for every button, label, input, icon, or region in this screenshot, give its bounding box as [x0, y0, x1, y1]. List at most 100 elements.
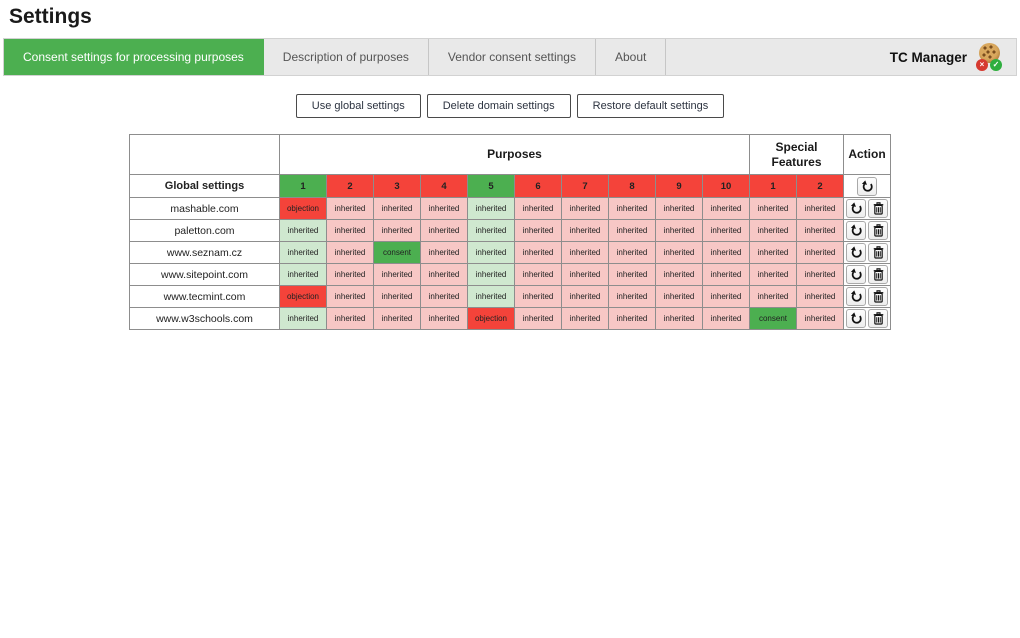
delete-row-button[interactable] — [868, 199, 888, 218]
reset-row-button[interactable] — [846, 243, 866, 262]
delete-row-button[interactable] — [868, 309, 888, 328]
purpose-cell-10[interactable]: inherited — [702, 285, 750, 308]
purpose-cell-6[interactable]: inherited — [514, 263, 562, 286]
purpose-cell-3[interactable]: inherited — [373, 285, 421, 308]
purpose-cell-7[interactable]: inherited — [561, 263, 609, 286]
purpose-cell-6[interactable]: inherited — [514, 307, 562, 330]
purpose-cell-7[interactable]: inherited — [561, 307, 609, 330]
purpose-cell-7[interactable]: inherited — [561, 285, 609, 308]
purpose-cell-8[interactable]: inherited — [608, 197, 656, 220]
purpose-cell-3[interactable]: consent — [373, 241, 421, 264]
purpose-cell-8[interactable]: inherited — [608, 307, 656, 330]
special-feature-cell-2[interactable]: inherited — [796, 285, 844, 308]
purpose-cell-4[interactable]: inherited — [420, 307, 468, 330]
delete-row-button[interactable] — [868, 243, 888, 262]
special-feature-cell-2[interactable]: inherited — [796, 263, 844, 286]
purpose-cell-2[interactable]: inherited — [326, 219, 374, 242]
purpose-cell-7[interactable]: inherited — [561, 197, 609, 220]
purpose-cell-10[interactable]: inherited — [702, 219, 750, 242]
purpose-cell-10[interactable]: inherited — [702, 197, 750, 220]
purpose-cell-4[interactable]: inherited — [420, 263, 468, 286]
global-purpose-cell-5[interactable]: 5 — [467, 174, 515, 198]
special-feature-cell-1[interactable]: inherited — [749, 263, 797, 286]
purpose-cell-1[interactable]: inherited — [279, 307, 327, 330]
purpose-cell-3[interactable]: inherited — [373, 197, 421, 220]
global-purpose-cell-9[interactable]: 9 — [655, 174, 703, 198]
special-feature-cell-2[interactable]: inherited — [796, 219, 844, 242]
purpose-cell-3[interactable]: inherited — [373, 307, 421, 330]
purpose-cell-4[interactable]: inherited — [420, 241, 468, 264]
delete-row-button[interactable] — [868, 265, 888, 284]
purpose-cell-1[interactable]: objection — [279, 285, 327, 308]
purpose-cell-5[interactable]: objection — [467, 307, 515, 330]
purpose-cell-10[interactable]: inherited — [702, 263, 750, 286]
special-feature-cell-1[interactable]: inherited — [749, 241, 797, 264]
global-purpose-cell-4[interactable]: 4 — [420, 174, 468, 198]
purpose-cell-6[interactable]: inherited — [514, 241, 562, 264]
purpose-cell-1[interactable]: inherited — [279, 219, 327, 242]
special-feature-cell-1[interactable]: inherited — [749, 219, 797, 242]
global-special-cell-1[interactable]: 1 — [749, 174, 797, 198]
special-feature-cell-1[interactable]: inherited — [749, 197, 797, 220]
purpose-cell-5[interactable]: inherited — [467, 263, 515, 286]
purpose-cell-9[interactable]: inherited — [655, 197, 703, 220]
purpose-cell-4[interactable]: inherited — [420, 285, 468, 308]
special-feature-cell-2[interactable]: inherited — [796, 241, 844, 264]
reset-global-button[interactable] — [857, 176, 877, 196]
special-feature-cell-2[interactable]: inherited — [796, 307, 844, 330]
tab-description-of-purposes[interactable]: Description of purposes — [264, 39, 429, 75]
tab-vendor-consent-settings[interactable]: Vendor consent settings — [429, 39, 596, 75]
delete-row-button[interactable] — [868, 221, 888, 240]
purpose-cell-5[interactable]: inherited — [467, 219, 515, 242]
tab-about[interactable]: About — [596, 39, 667, 75]
reset-row-button[interactable] — [846, 309, 866, 328]
global-purpose-cell-10[interactable]: 10 — [702, 174, 750, 198]
special-feature-cell-1[interactable]: consent — [749, 307, 797, 330]
global-purpose-cell-8[interactable]: 8 — [608, 174, 656, 198]
purpose-cell-4[interactable]: inherited — [420, 197, 468, 220]
global-purpose-cell-1[interactable]: 1 — [279, 174, 327, 198]
purpose-cell-8[interactable]: inherited — [608, 219, 656, 242]
global-purpose-cell-2[interactable]: 2 — [326, 174, 374, 198]
global-purpose-cell-6[interactable]: 6 — [514, 174, 562, 198]
purpose-cell-9[interactable]: inherited — [655, 285, 703, 308]
delete-row-button[interactable] — [868, 287, 888, 306]
purpose-cell-4[interactable]: inherited — [420, 219, 468, 242]
global-purpose-cell-3[interactable]: 3 — [373, 174, 421, 198]
purpose-cell-5[interactable]: inherited — [467, 241, 515, 264]
reset-row-button[interactable] — [846, 199, 866, 218]
global-special-cell-2[interactable]: 2 — [796, 174, 844, 198]
reset-row-button[interactable] — [846, 265, 866, 284]
purpose-cell-2[interactable]: inherited — [326, 307, 374, 330]
special-feature-cell-1[interactable]: inherited — [749, 285, 797, 308]
purpose-cell-1[interactable]: inherited — [279, 263, 327, 286]
purpose-cell-6[interactable]: inherited — [514, 219, 562, 242]
purpose-cell-2[interactable]: inherited — [326, 263, 374, 286]
purpose-cell-9[interactable]: inherited — [655, 263, 703, 286]
restore-default-settings-button[interactable]: Restore default settings — [576, 94, 725, 118]
purpose-cell-10[interactable]: inherited — [702, 241, 750, 264]
purpose-cell-6[interactable]: inherited — [514, 197, 562, 220]
purpose-cell-5[interactable]: inherited — [467, 197, 515, 220]
purpose-cell-3[interactable]: inherited — [373, 263, 421, 286]
purpose-cell-2[interactable]: inherited — [326, 197, 374, 220]
purpose-cell-9[interactable]: inherited — [655, 219, 703, 242]
purpose-cell-8[interactable]: inherited — [608, 263, 656, 286]
global-purpose-cell-7[interactable]: 7 — [561, 174, 609, 198]
tab-consent-settings-for-processing-purposes[interactable]: Consent settings for processing purposes — [4, 39, 264, 75]
purpose-cell-10[interactable]: inherited — [702, 307, 750, 330]
purpose-cell-1[interactable]: objection — [279, 197, 327, 220]
purpose-cell-9[interactable]: inherited — [655, 241, 703, 264]
reset-row-button[interactable] — [846, 221, 866, 240]
purpose-cell-5[interactable]: inherited — [467, 285, 515, 308]
purpose-cell-8[interactable]: inherited — [608, 285, 656, 308]
delete-domain-settings-button[interactable]: Delete domain settings — [426, 94, 571, 118]
reset-row-button[interactable] — [846, 287, 866, 306]
special-feature-cell-2[interactable]: inherited — [796, 197, 844, 220]
purpose-cell-1[interactable]: inherited — [279, 241, 327, 264]
purpose-cell-7[interactable]: inherited — [561, 241, 609, 264]
purpose-cell-3[interactable]: inherited — [373, 219, 421, 242]
purpose-cell-9[interactable]: inherited — [655, 307, 703, 330]
purpose-cell-8[interactable]: inherited — [608, 241, 656, 264]
purpose-cell-7[interactable]: inherited — [561, 219, 609, 242]
